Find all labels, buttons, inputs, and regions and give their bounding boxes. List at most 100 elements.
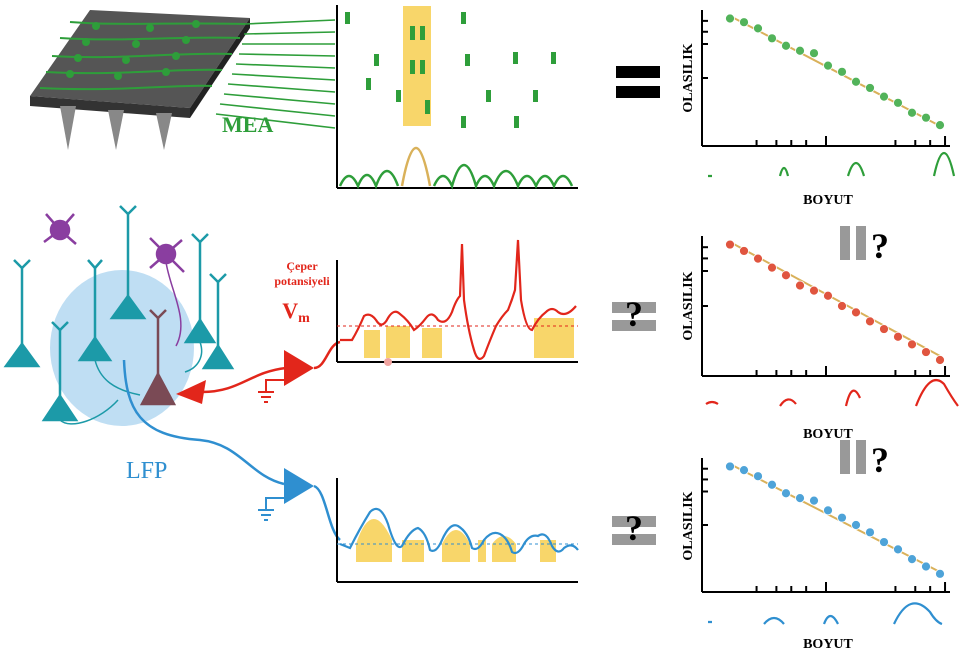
data-point [879, 537, 889, 547]
data-point [935, 568, 945, 579]
data-point [893, 97, 903, 108]
neuron-cluster [3, 205, 235, 426]
data-point [809, 285, 819, 296]
distribution-plot: OLASILIK BOYUT [681, 458, 950, 652]
data-point [725, 239, 735, 250]
interneuron-icon [43, 213, 77, 245]
data-point [739, 465, 749, 476]
vm-subscript: m [298, 311, 310, 326]
data-point [851, 76, 861, 87]
data-point [935, 355, 945, 365]
data-point [767, 479, 777, 490]
raster-panel [336, 5, 578, 190]
data-point [865, 83, 875, 93]
data-point [907, 554, 917, 565]
avalanche-shapes [705, 379, 959, 407]
lfp-trace-panel [336, 478, 579, 583]
data-point [739, 17, 749, 28]
data-point [753, 23, 763, 34]
spike-raster [345, 12, 556, 128]
lfp-highlight [356, 518, 556, 562]
lfp-trace [339, 507, 579, 555]
data-point [795, 493, 805, 504]
data-point [837, 66, 847, 77]
x-axis-label: BOYUT [803, 637, 853, 652]
intracellular-electrode [176, 340, 341, 404]
fit-line [729, 241, 941, 357]
data-point [921, 347, 931, 357]
fit-line [729, 463, 941, 573]
pyramidal-neuron-icon [77, 259, 113, 362]
x-axis-label: BOYUT [803, 193, 853, 208]
data-point [837, 301, 847, 311]
data-point [823, 60, 833, 71]
y-axis-label: OLASILIK [681, 271, 696, 340]
question-mark-text: ? [625, 294, 643, 334]
pyramidal-neuron-icon [183, 233, 217, 344]
vm-trace-panel [336, 239, 578, 366]
fit-line [729, 15, 941, 127]
data-point [935, 120, 945, 131]
data-point [781, 488, 791, 499]
y-axis-label: OLASILIK [681, 491, 696, 560]
interneuron-icon [149, 237, 185, 347]
question-mark-text: ? [871, 226, 889, 266]
mea-wires [215, 19, 336, 129]
data-point [823, 505, 833, 516]
y-axis-label: OLASILIK [681, 43, 696, 112]
question-mark-text: ? [625, 508, 643, 548]
data-point [767, 33, 777, 44]
pyramidal-neuron-icon [3, 259, 41, 368]
data-point [809, 495, 819, 506]
data-point [725, 13, 735, 24]
data-point [753, 471, 763, 482]
data-point [865, 316, 875, 327]
data-point [865, 527, 875, 538]
data-point [725, 461, 735, 472]
data-point [795, 280, 805, 291]
vm-highlight [364, 318, 574, 358]
vm-trace [340, 239, 577, 360]
vm-symbol: V [282, 298, 298, 323]
question-mark-text: ? [871, 440, 889, 480]
pyramidal-neuron-icon [109, 205, 147, 320]
data-point [921, 561, 931, 572]
data-point [837, 512, 847, 523]
data-point [781, 40, 791, 51]
data-point [851, 307, 861, 318]
uncertain-equivalence-icon: ? [840, 440, 889, 480]
x-axis-label: BOYUT [803, 427, 853, 442]
data-point [823, 290, 833, 301]
avalanche-shapes [708, 152, 956, 178]
data-point [907, 107, 917, 118]
uncertain-equals-icon: ? [612, 294, 656, 334]
lfp-label: LFP [126, 458, 167, 484]
vm-amplifier-icon [284, 350, 314, 386]
data-point [893, 544, 903, 555]
uncertain-equals-icon: ? [612, 508, 656, 548]
pyramidal-neuron-icon [201, 273, 235, 370]
data-point [781, 270, 791, 281]
lfp-amplifier-icon [284, 468, 314, 504]
data-point [753, 253, 763, 264]
data-point [739, 246, 749, 256]
distribution-plot: OLASILIK BOYUT [681, 236, 959, 442]
pyramidal-neuron-icon [41, 321, 79, 422]
uncertain-equivalence-icon: ? [840, 226, 889, 266]
distribution-plot: OLASILIK BOYUT [681, 10, 956, 208]
mea-array [30, 10, 250, 150]
membrane-potential-label-2: potansiyeli [274, 274, 330, 288]
data-point [809, 48, 819, 59]
population-activity [338, 147, 574, 190]
data-point [907, 339, 917, 350]
data-point [795, 45, 805, 56]
data-point [879, 91, 889, 102]
data-point [893, 331, 903, 342]
mea-label: MEA [222, 112, 273, 137]
recorded-neuron-icon [139, 309, 177, 406]
data-point [879, 324, 889, 334]
data-point [921, 112, 931, 123]
avalanche-shapes [708, 602, 943, 626]
vm-label: Vm [282, 298, 310, 326]
equals-sign-icon [616, 66, 660, 98]
